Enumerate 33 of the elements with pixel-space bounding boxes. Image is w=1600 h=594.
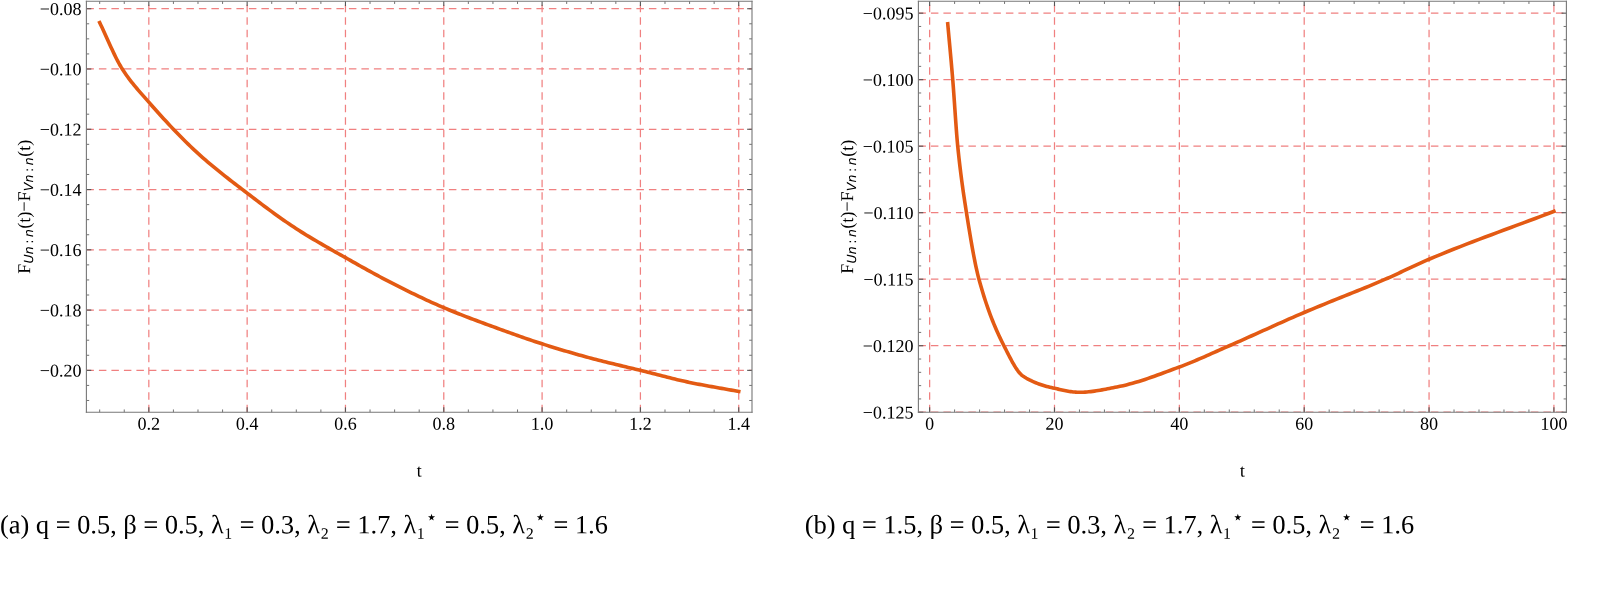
x-axis-title: t [1240, 466, 1245, 477]
text: (b) q = 1.5, β = 0.5, λ₁ = 0.3, λ₂ = 1.7, λ₁$^{⋆}$ = 0.5, λ₂$^{⋆}$ = 1.6 [805, 513, 1414, 539]
y-tick-label: −0.105 [863, 140, 913, 153]
x-tick-label: 0.6 [334, 417, 357, 430]
y-axis-title: F$_{Un:n}$(t)−F$_{Vn:n}$(t) [17, 140, 34, 274]
x-tick-label: 0 [925, 417, 934, 430]
x-tick-label: 1.2 [630, 417, 651, 430]
y-axis-title: F$_{Un:n}$(t)−F$_{Vn:n}$(t) [840, 140, 857, 274]
y-tick-label: −0.115 [864, 273, 913, 286]
y-tick-label: −0.20 [40, 364, 81, 377]
y-tick-label: −0.14 [40, 183, 82, 197]
y-tick-label: −0.08 [40, 2, 81, 16]
x-tick-label: 100 [1541, 417, 1567, 430]
y-tick-label: −0.100 [863, 73, 913, 87]
x-axis-title: t [416, 466, 422, 477]
x-tick-label: 1.0 [532, 417, 553, 430]
x-tick-label: 1.4 [729, 417, 750, 430]
y-tick-label: −0.120 [863, 339, 913, 353]
y-tick-label: −0.18 [40, 304, 81, 317]
y-tick-label: −0.10 [40, 63, 81, 76]
y-tick-label: −0.110 [864, 206, 913, 220]
text: (a) q = 0.5, β = 0.5, λ₁ = 0.3, λ₂ = 1.7, λ₁$^{⋆}$ = 0.5, λ₂$^{⋆}$ = 1.6 [1, 513, 608, 539]
x-tick-label: 0.8 [433, 417, 455, 430]
x-tick-label: 20 [1046, 417, 1063, 430]
x-tick-label: 0.2 [138, 417, 160, 430]
y-tick-label: −0.095 [863, 7, 913, 20]
y-tick-label: −0.16 [40, 244, 81, 257]
x-tick-label: 40 [1170, 417, 1188, 430]
y-tick-label: −0.125 [863, 406, 913, 419]
y-tick-label: −0.12 [40, 123, 81, 136]
x-tick-label: 80 [1420, 417, 1438, 430]
x-tick-label: 60 [1295, 417, 1313, 430]
x-tick-label: 0.4 [236, 417, 259, 430]
